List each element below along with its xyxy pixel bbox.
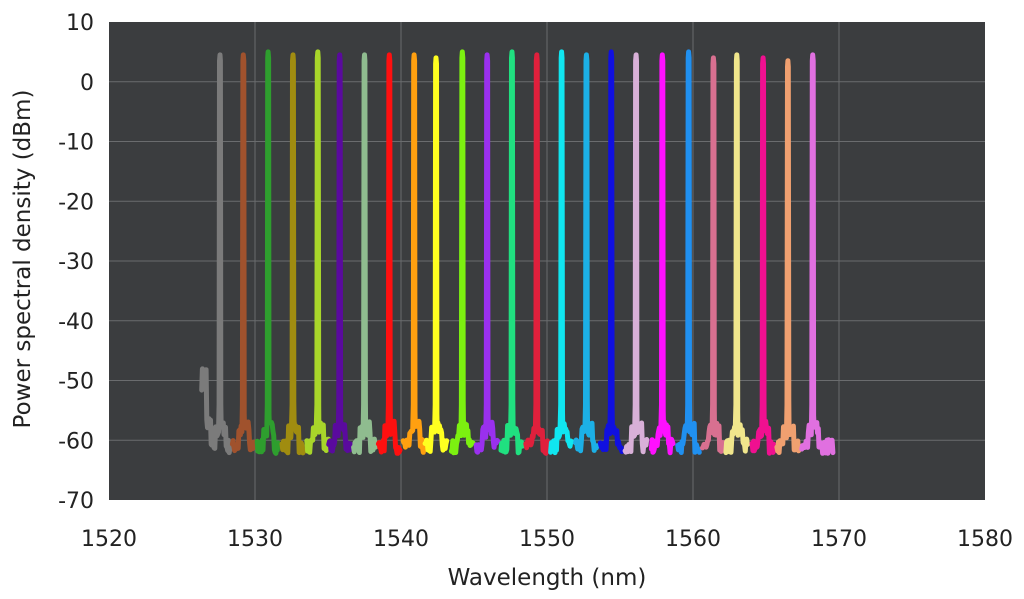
series-group <box>199 49 836 456</box>
x-tick-label: 1540 <box>373 527 429 552</box>
spectral-peak-line <box>622 52 650 455</box>
y-tick-label: 0 <box>80 71 94 96</box>
spectral-peak-line <box>675 49 702 455</box>
y-tick-label: 10 <box>66 11 94 36</box>
spectral-peak-line <box>597 49 625 455</box>
spectral-peak-line <box>548 49 575 456</box>
spectral-peak-line <box>473 52 501 455</box>
x-tick-label: 1560 <box>665 527 721 552</box>
spectral-peak-line <box>400 52 428 455</box>
y-tick-label: -70 <box>58 489 94 514</box>
spectral-peak-line <box>498 49 526 456</box>
x-tick-label: 1550 <box>519 527 575 552</box>
spectral-peak-line <box>304 49 331 455</box>
spectral-peak-line <box>799 52 836 456</box>
spectral-peak-line <box>279 52 307 456</box>
spectral-peak-line <box>199 52 234 456</box>
x-tick-label: 1580 <box>957 527 1013 552</box>
y-tick-label: -40 <box>58 310 94 335</box>
y-tick-label: -10 <box>58 131 94 156</box>
x-tick-label: 1520 <box>81 527 137 552</box>
y-axis-title: Power spectral density (dBm) <box>10 90 36 429</box>
spectral-peak-line <box>749 55 777 456</box>
spectral-peak-line <box>448 49 476 456</box>
spectral-peak-line <box>523 52 550 456</box>
spectral-peak-line <box>648 52 676 456</box>
spectral-peak-line <box>351 52 378 455</box>
spectral-peak-line <box>723 52 750 456</box>
grid-lines <box>109 22 985 500</box>
spectral-peak-line <box>700 55 727 454</box>
y-tick-labels: 10 0 -10 -20 -30 -40 -50 -60 -70 <box>58 11 94 514</box>
spectral-peak-line <box>254 49 282 456</box>
x-tick-label: 1570 <box>811 527 867 552</box>
x-tick-labels: 1520 1530 1540 1550 1560 1570 1580 <box>81 527 1013 552</box>
spectral-peak-line <box>774 58 802 455</box>
x-axis-title: Wavelength (nm) <box>448 565 647 591</box>
y-tick-label: -20 <box>58 190 94 215</box>
spectral-peak-line <box>375 52 403 456</box>
y-tick-label: -30 <box>58 250 94 275</box>
x-tick-label: 1530 <box>227 527 283 552</box>
spectral-peak-line <box>229 52 257 454</box>
y-tick-label: -50 <box>58 370 94 395</box>
spectral-peak-line <box>422 55 450 454</box>
y-tick-label: -60 <box>58 429 94 454</box>
spectral-peak-line <box>573 52 600 454</box>
spectral-peak-line <box>326 52 353 454</box>
